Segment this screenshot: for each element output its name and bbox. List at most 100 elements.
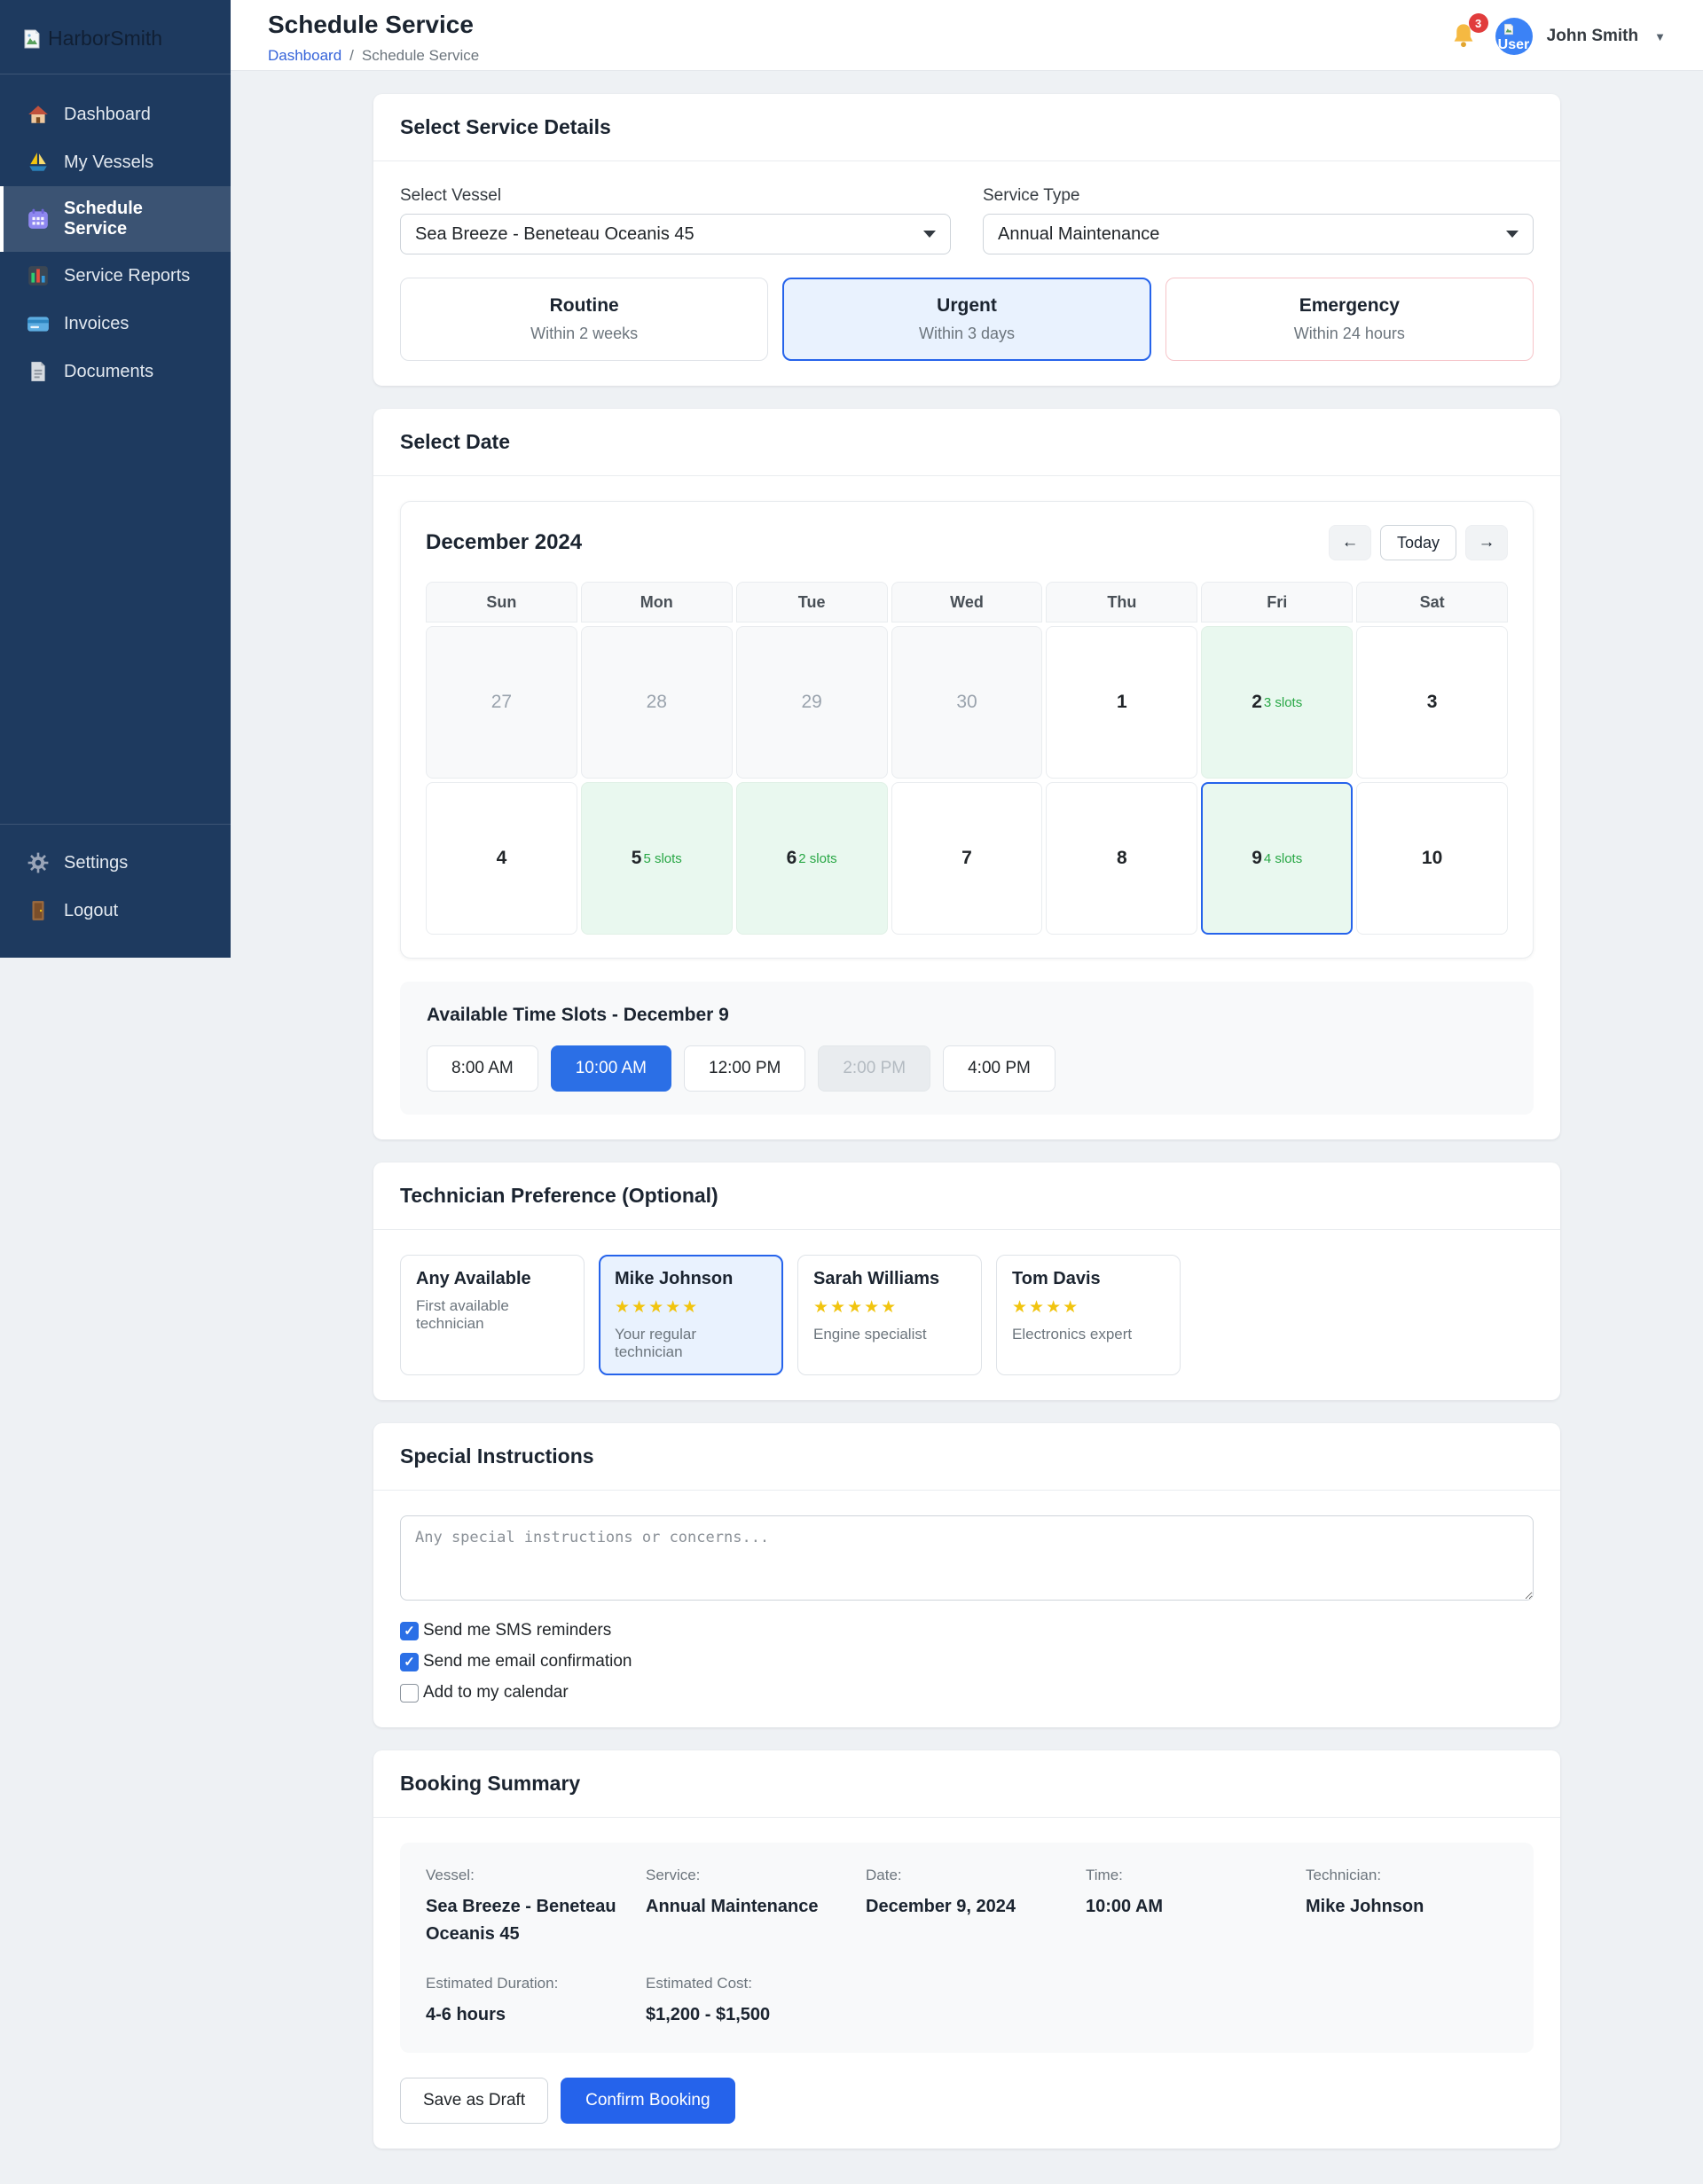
checkbox-unchecked-icon — [400, 1683, 419, 1703]
calendar-icon — [27, 207, 50, 231]
weekday-header: Mon — [580, 582, 733, 622]
sidebar-footer-divider — [0, 824, 231, 825]
avatar[interactable]: User — [1495, 18, 1533, 55]
slots-count: 3 slots — [1263, 694, 1303, 710]
weekday-header: Thu — [1046, 582, 1198, 622]
time-slot-4pm[interactable]: 4:00 PM — [943, 1045, 1056, 1092]
calendar-day-7[interactable]: 7 — [891, 782, 1043, 935]
summary-label: Technician: — [1306, 1867, 1382, 1883]
calendar-grid: Sun Mon Tue Wed Thu Fri Sat 27 28 29 30 … — [426, 582, 1508, 935]
prev-month-button[interactable]: ← — [1328, 525, 1371, 560]
calendar-day-10[interactable]: 10 — [1356, 782, 1508, 935]
checkbox-email-confirmation[interactable]: Send me email confirmation — [400, 1652, 1534, 1671]
checkbox-label: Send me email confirmation — [423, 1652, 632, 1671]
sidebar-item-invoices[interactable]: Invoices — [0, 300, 231, 348]
calendar-day-8[interactable]: 8 — [1046, 782, 1198, 935]
summary-label: Service: — [646, 1867, 701, 1883]
technician-option-sarah-williams[interactable]: Sarah Williams ★★★★★ Engine specialist — [797, 1255, 982, 1375]
chevron-down-icon — [923, 231, 936, 238]
special-instructions-card: Special Instructions Send me SMS reminde… — [373, 1423, 1560, 1727]
summary-value: 4-6 hours — [426, 2005, 506, 2024]
sidebar-item-documents[interactable]: Documents — [0, 348, 231, 395]
logo: HarborSmith — [0, 0, 231, 74]
vessel-select[interactable]: Sea Breeze - Beneteau Oceanis 45 — [400, 214, 951, 254]
calendar-day-29[interactable]: 29 — [735, 626, 888, 779]
service-details-header: Select Service Details — [373, 94, 1560, 161]
service-form-row: Select Vessel Sea Breeze - Beneteau Ocea… — [400, 186, 1534, 254]
checkbox-add-to-calendar[interactable]: Add to my calendar — [400, 1683, 1534, 1703]
checkbox-label: Send me SMS reminders — [423, 1621, 612, 1640]
page-title: Schedule Service — [268, 11, 474, 38]
time-slots-title: Available Time Slots - December 9 — [427, 1005, 729, 1025]
urgency-options: Routine Within 2 weeks Urgent Within 3 d… — [400, 278, 1534, 361]
save-as-draft-button[interactable]: Save as Draft — [400, 2078, 549, 2124]
weekday-header: Wed — [891, 582, 1043, 622]
user-name[interactable]: John Smith — [1546, 27, 1639, 45]
service-type-select[interactable]: Annual Maintenance — [983, 214, 1534, 254]
technician-option-tom-davis[interactable]: Tom Davis ★★★★ Electronics expert — [996, 1255, 1181, 1375]
weekday-header: Sat — [1356, 582, 1508, 622]
urgency-option-urgent[interactable]: Urgent Within 3 days — [782, 278, 1151, 361]
sidebar-item-my-vessels[interactable]: My Vessels — [0, 138, 231, 186]
checkbox-checked-icon — [400, 1621, 419, 1640]
next-month-button[interactable]: → — [1465, 525, 1508, 560]
vessel-select-value: Sea Breeze - Beneteau Oceanis 45 — [415, 223, 695, 244]
calendar-day-28[interactable]: 28 — [580, 626, 733, 779]
summary-value: 10:00 AM — [1086, 1897, 1164, 1916]
notifications-button[interactable]: 3 — [1449, 13, 1488, 52]
calendar-day-3[interactable]: 3 — [1356, 626, 1508, 779]
calendar-day-4[interactable]: 4 — [426, 782, 577, 935]
time-slot-2pm-disabled: 2:00 PM — [818, 1045, 931, 1092]
technician-options: Any Available First available technician… — [400, 1255, 1534, 1375]
booking-summary-body: Vessel: Sea Breeze - Beneteau Oceanis 45… — [373, 1818, 1560, 2149]
technician-desc: Engine specialist — [813, 1326, 927, 1342]
special-instructions-textarea[interactable] — [400, 1515, 1534, 1601]
star-rating: ★★★★ — [1012, 1298, 1080, 1317]
summary-field-technician: Technician: Mike Johnson — [1306, 1867, 1508, 1948]
sidebar-item-settings[interactable]: Settings — [0, 839, 231, 887]
technician-option-mike-johnson-selected[interactable]: Mike Johnson ★★★★★ Your regular technici… — [599, 1255, 783, 1375]
sidebar-item-label: Logout — [64, 900, 119, 920]
technician-header: Technician Preference (Optional) — [373, 1162, 1560, 1230]
time-slot-10am-selected[interactable]: 10:00 AM — [550, 1045, 671, 1092]
sidebar-item-schedule-service[interactable]: Schedule Service — [0, 186, 231, 252]
sidebar-nav: Dashboard My Vessels Schedule Service Se… — [0, 74, 231, 395]
summary-value: Annual Maintenance — [646, 1897, 819, 1916]
urgency-option-emergency[interactable]: Emergency Within 24 hours — [1165, 278, 1534, 361]
sidebar-item-service-reports[interactable]: Service Reports — [0, 252, 231, 300]
technician-desc: Electronics expert — [1012, 1326, 1133, 1342]
summary-field-date: Date: December 9, 2024 — [866, 1867, 1068, 1948]
select-date-header: Select Date — [373, 409, 1560, 476]
time-slot-8am[interactable]: 8:00 AM — [427, 1045, 538, 1092]
booking-summary-card: Booking Summary Vessel: Sea Breeze - Ben… — [373, 1750, 1560, 2149]
chevron-down-icon[interactable]: ▼ — [1654, 29, 1666, 43]
service-type-label: Service Type — [983, 186, 1080, 205]
calendar-day-30[interactable]: 30 — [891, 626, 1043, 779]
weekday-header: Sun — [426, 582, 577, 622]
confirm-booking-button[interactable]: Confirm Booking — [561, 2078, 735, 2124]
breadcrumb-dashboard-link[interactable]: Dashboard — [268, 47, 342, 64]
sidebar-item-logout[interactable]: Logout — [0, 887, 231, 935]
sidebar-item-label: Documents — [64, 361, 154, 381]
technician-name: Any Available — [416, 1269, 531, 1288]
sidebar-item-label: Dashboard — [64, 104, 151, 124]
calendar-day-27[interactable]: 27 — [426, 626, 577, 779]
urgency-option-routine[interactable]: Routine Within 2 weeks — [400, 278, 769, 361]
time-slot-12pm[interactable]: 12:00 PM — [684, 1045, 806, 1092]
weekday-header: Fri — [1201, 582, 1354, 622]
credit-card-icon — [27, 312, 50, 335]
checkbox-checked-icon — [400, 1652, 419, 1671]
calendar-day-1[interactable]: 1 — [1046, 626, 1198, 779]
slots-count: 4 slots — [1263, 850, 1303, 866]
summary-value: Mike Johnson — [1306, 1897, 1424, 1916]
technician-option-any-available[interactable]: Any Available First available technician — [400, 1255, 585, 1375]
today-button[interactable]: Today — [1379, 525, 1456, 560]
sidebar-item-dashboard[interactable]: Dashboard — [0, 90, 231, 138]
service-details-body: Select Vessel Sea Breeze - Beneteau Ocea… — [373, 161, 1560, 386]
checkbox-sms-reminders[interactable]: Send me SMS reminders — [400, 1621, 1534, 1640]
breadcrumb-current: Schedule Service — [361, 47, 480, 64]
